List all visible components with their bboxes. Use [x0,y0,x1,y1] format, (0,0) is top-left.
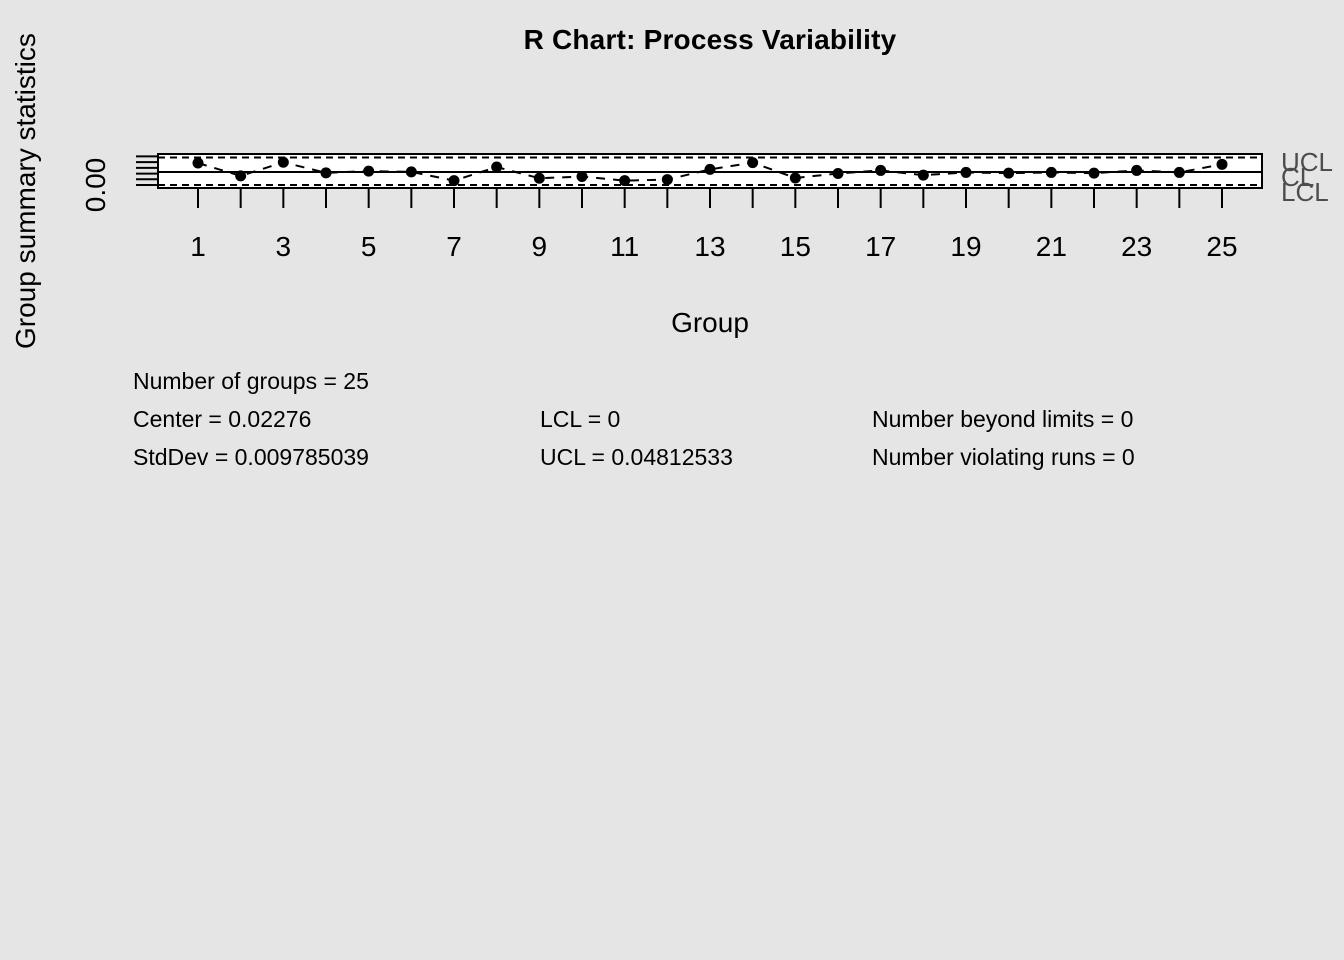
x-tick-label: 7 [446,231,462,262]
data-point [1045,166,1057,178]
stat-lcl: LCL = 0 [540,406,621,432]
data-point [1131,164,1143,176]
stat-number-of-groups: Number of groups = 25 [133,368,369,394]
stat-number-beyond-limits: Number beyond limits = 0 [872,406,1134,432]
stat-center: Center = 0.02276 [133,406,312,432]
x-tick-label: 15 [780,231,811,262]
data-point [704,163,716,175]
x-tick-label: 21 [1036,231,1067,262]
x-tick-label: 5 [361,231,377,262]
limit-label-cl: CL [1281,162,1314,192]
stat-number-violating-runs: Number violating runs = 0 [872,444,1135,470]
stat-ucl: UCL = 0.04812533 [540,444,733,470]
data-point [320,167,332,179]
data-point [747,157,759,169]
data-point [491,161,503,173]
x-tick-label: 13 [694,231,725,262]
data-point [576,171,588,183]
x-tick-label: 23 [1121,231,1152,262]
limit-label-lcl: LCL [1281,177,1329,207]
x-tick-label: 11 [610,231,639,262]
x-tick-label: 1 [190,231,206,262]
x-tick-label: 19 [950,231,981,262]
y-axis-title: Group summary statistics [10,33,41,349]
data-point [533,172,545,184]
x-tick-label: 3 [276,231,292,262]
data-point [277,156,289,168]
data-point [789,172,801,184]
data-point [192,157,204,169]
data-point [960,166,972,178]
data-point [363,165,375,177]
data-point [875,164,887,176]
data-point [917,169,929,181]
data-point [235,170,247,182]
data-point [1003,167,1015,179]
data-point [448,175,460,187]
data-point [405,166,417,178]
data-point [1173,166,1185,178]
stat-stddev: StdDev = 0.009785039 [133,444,369,470]
limit-label-ucl: UCL [1281,147,1333,177]
chart-title: R Chart: Process Variability [523,24,897,55]
data-point [619,175,631,187]
x-tick-label: 25 [1206,231,1237,262]
data-point [1216,158,1228,170]
data-point [661,174,673,186]
data-point [1088,167,1100,179]
x-tick-label: 9 [532,231,548,262]
data-point [832,167,844,179]
x-axis-title: Group [671,307,749,338]
y-tick-label: 0.00 [80,158,111,213]
x-tick-label: 17 [865,231,896,262]
